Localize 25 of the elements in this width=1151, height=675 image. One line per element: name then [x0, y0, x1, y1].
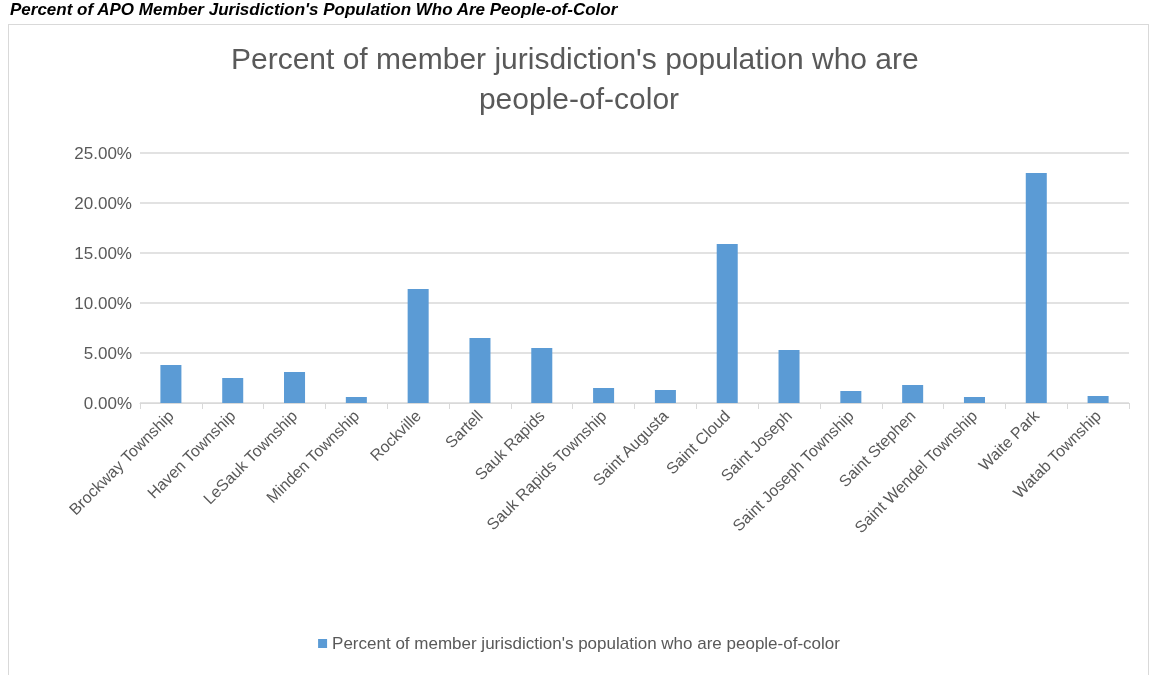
y-tick-label: 0.00% [83, 393, 132, 413]
bar [840, 391, 862, 403]
bar [407, 289, 429, 403]
bar [222, 378, 244, 403]
bar [469, 338, 491, 403]
bar [716, 244, 738, 403]
legend-label: Percent of member jurisdiction's population who are people-of-color [332, 634, 841, 653]
bar [284, 372, 306, 403]
text: Percent of APO Member Jurisdiction's Population Who Are People-of-Color [10, 0, 618, 20]
bar [1087, 396, 1109, 403]
bar [654, 390, 676, 403]
bar [160, 365, 182, 403]
bar [1025, 173, 1047, 403]
y-tick-label: 25.00% [74, 143, 132, 163]
y-tick-label: 10.00% [74, 293, 132, 313]
y-tick-label: 15.00% [74, 243, 132, 263]
bar [593, 388, 615, 403]
y-tick-label: 20.00% [74, 193, 132, 213]
bar [345, 397, 367, 403]
bar [531, 348, 553, 403]
y-tick-label: 5.00% [83, 343, 132, 363]
chart-title: Percent of member jurisdiction's population who are people-of-color [230, 41, 928, 115]
bar [778, 350, 800, 403]
bar [902, 385, 924, 403]
bar [963, 397, 985, 403]
